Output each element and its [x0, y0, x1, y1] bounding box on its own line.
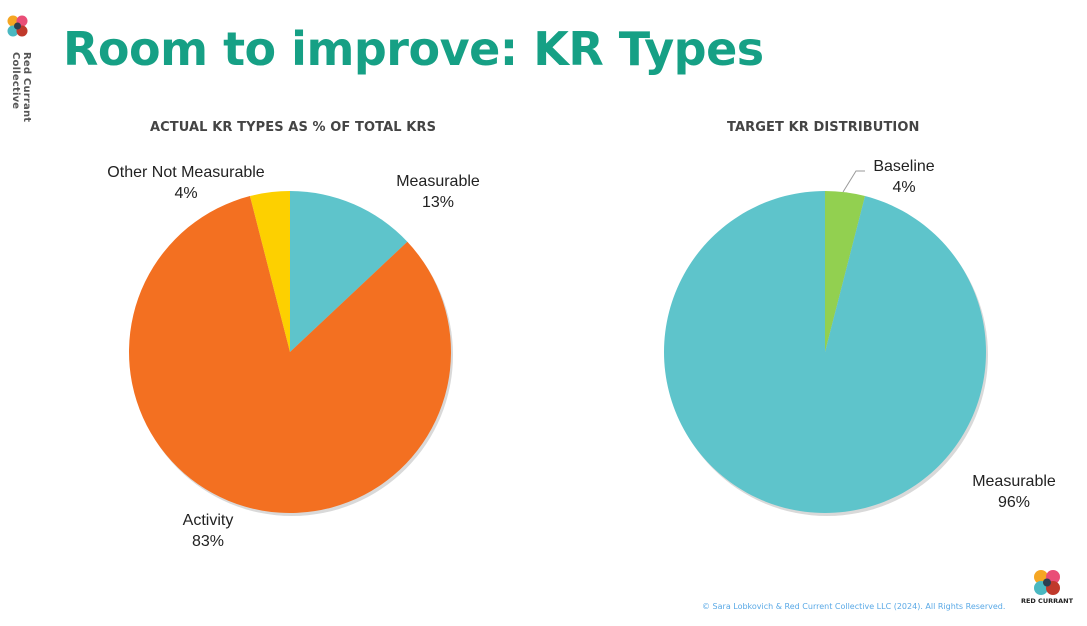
- chart2-slice-measurable: [664, 191, 987, 513]
- brand-logo-text: RED CURRANT: [1020, 597, 1074, 605]
- chart2-slice-baseline: [825, 191, 866, 352]
- chart1-label-measurable: Measurable: [396, 173, 480, 190]
- chart2-label-baseline: Baseline: [873, 158, 934, 175]
- chart1-slice-measurable: [290, 191, 408, 352]
- chart1-title: ACTUAL KR TYPES AS % OF TOTAL KRS: [150, 120, 437, 135]
- chart2-leader-baseline: [842, 170, 865, 193]
- chart2-value-baseline: 4%: [892, 179, 915, 196]
- chart2-title: TARGET KR DISTRIBUTION: [727, 120, 920, 135]
- chart1-value-activity: 83%: [192, 533, 224, 550]
- page-title: Room to improve: KR Types: [63, 22, 764, 76]
- brand-logo-icon: [7, 15, 28, 37]
- chart1-value-other-not-measurable: 4%: [174, 185, 197, 202]
- chart2-value-measurable: 96%: [998, 494, 1030, 511]
- chart1-slice-other-not-measurable: [249, 191, 290, 352]
- chart1-slice-activity: [128, 196, 451, 513]
- chart1-label-other-not-measurable: Other Not Measurable: [107, 164, 265, 181]
- brand-vertical-text: Red Currant Collective: [10, 52, 32, 123]
- pie-chart-target: Baseline 4% Measurable 96%: [664, 158, 1056, 516]
- brand-sidebar: Red Currant Collective: [6, 14, 34, 164]
- chart2-label-measurable: Measurable: [972, 473, 1056, 490]
- chart1-value-measurable: 13%: [422, 194, 454, 211]
- copyright-footer: © Sara Lobkovich & Red Current Collectiv…: [702, 602, 1006, 611]
- brand-logo-icon-bottom: [1034, 570, 1060, 595]
- pie-chart-actual: Measurable 13% Activity 83% Other Not Measur…: [107, 164, 480, 550]
- brand-logo-bottom: RED CURRANT: [1021, 568, 1073, 618]
- chart1-label-activity: Activity: [183, 512, 234, 529]
